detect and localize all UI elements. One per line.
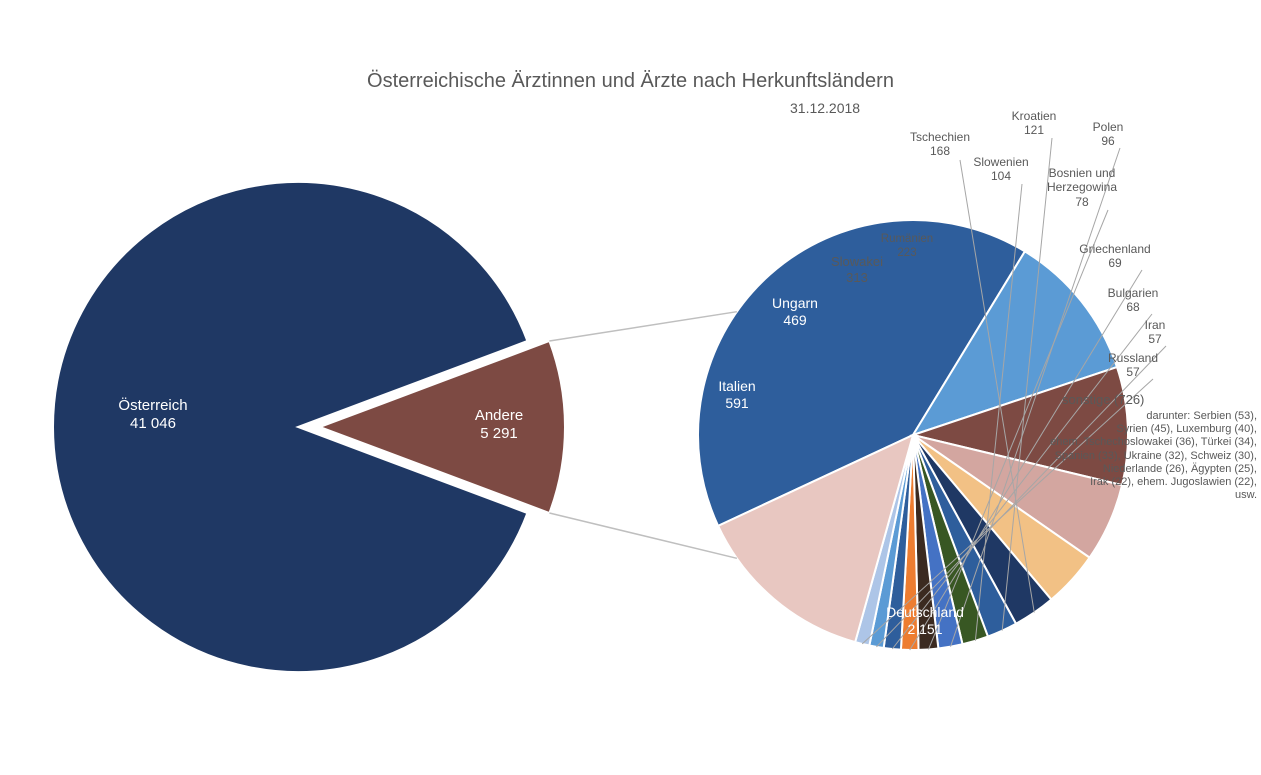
chart-label: Andere 5 291 <box>399 407 599 443</box>
connector-line-bottom <box>549 513 736 558</box>
chart-label: Ungarn 469 <box>695 295 895 329</box>
chart-label: Russland 57 <box>1033 351 1233 380</box>
chart-label: Bulgarien 68 <box>1033 286 1233 315</box>
chart-label: Polen 96 <box>1008 120 1208 149</box>
chart-label: Rumänien 223 <box>807 233 1007 261</box>
sonstige-body: darunter: Serbien (53), Syrien (45), Lux… <box>1027 410 1257 502</box>
chart-label: Italien 591 <box>637 378 837 412</box>
chart-label: Deutschland 2 151 <box>825 604 1025 638</box>
chart-label: Österreich 41 046 <box>53 397 253 433</box>
chart-label: Bosnien und Herzegowina 78 <box>982 166 1182 209</box>
chart-label: Iran 57 <box>1055 318 1255 347</box>
chart-label: Griechenland 69 <box>1015 242 1215 271</box>
sonstige-heading: sonstige (726) <box>1062 392 1261 408</box>
